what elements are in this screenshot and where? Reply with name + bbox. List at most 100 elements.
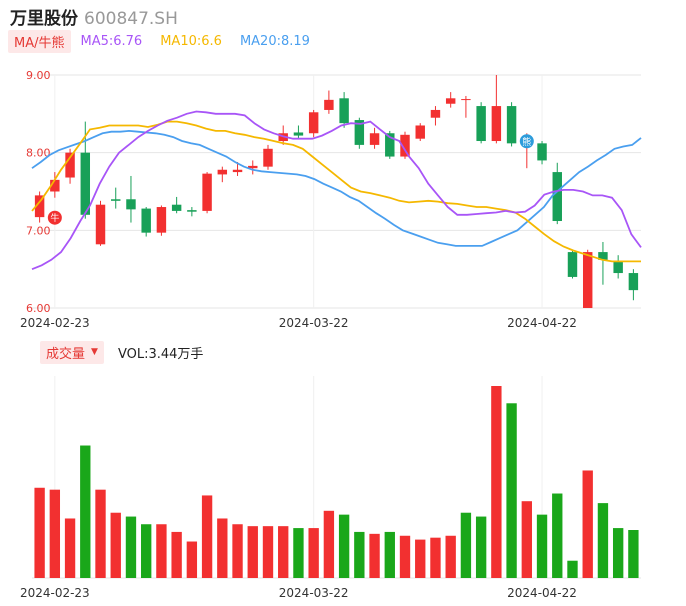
volume-bar-up (415, 539, 426, 578)
volume-bar-down (475, 516, 487, 578)
candle-down (187, 210, 197, 212)
candle-down (628, 273, 639, 291)
volume-bar-up (217, 518, 228, 578)
candle-up (400, 134, 410, 157)
candle-down (598, 252, 608, 260)
candle-down (171, 204, 182, 211)
candle-up (324, 99, 334, 110)
candle-down (339, 98, 349, 124)
chart-header: 万里股份 600847.SH (10, 4, 178, 29)
volume-bar-up (369, 533, 380, 578)
candle-down (613, 261, 623, 274)
volume-bar-down (354, 531, 365, 578)
stock-name: 万里股份 (10, 9, 78, 29)
volume-bar-down (460, 512, 472, 578)
price-date-label: 2024-02-23 (20, 316, 90, 330)
ma10-legend-label: MA10:6.6 (160, 33, 222, 49)
candle-down (385, 133, 395, 157)
volume-tag-label: 成交量 (46, 346, 86, 362)
bear-marker-icon (519, 134, 534, 149)
volume-bar-up (323, 510, 335, 578)
volume-bar-down (567, 560, 578, 578)
price-axis-tick-label: 7.00 (26, 224, 51, 237)
candle-up (202, 173, 212, 211)
volume-date-label: 2024-03-22 (279, 586, 349, 600)
candle-up (308, 112, 319, 134)
volume-bar-up (582, 470, 593, 578)
volume-bar-up (278, 526, 289, 578)
candle-up (34, 195, 45, 218)
candle-down (506, 106, 517, 144)
volume-bar-up (491, 386, 502, 578)
candle-down (126, 199, 136, 210)
price-axis-tick-label: 8.00 (26, 147, 51, 160)
volume-bar-up (49, 489, 61, 578)
price-axis-tick-label: 9.00 (26, 69, 51, 82)
stock-code: 600847.SH (84, 9, 178, 29)
volume-bar-down (125, 516, 137, 578)
candle-down (537, 143, 547, 161)
volume-bar-up (445, 535, 456, 578)
volume-bar-down (506, 403, 517, 578)
volume-bar-down (628, 530, 639, 578)
candle-up (445, 98, 456, 104)
volume-bar-up (201, 495, 213, 578)
volume-bar-up (399, 535, 411, 578)
volume-bar-down (293, 528, 304, 578)
candle-up (217, 169, 228, 175)
candle-up (95, 204, 106, 245)
candle-up (461, 99, 471, 101)
ma20-legend-label: MA20:8.19 (239, 33, 310, 49)
volume-bar-down (552, 493, 563, 578)
bear-marker-glyph: 熊 (522, 136, 531, 148)
bull-marker-icon (47, 210, 62, 225)
candle-up (369, 133, 380, 145)
ma5-line (31, 110, 642, 271)
volume-bar-up (171, 531, 182, 578)
volume-bar-up (521, 501, 532, 578)
volume-bar-up (308, 528, 319, 578)
candle-up (50, 179, 60, 192)
price-date-label: 2024-03-22 (279, 316, 349, 330)
volume-bar-down (384, 531, 395, 578)
price-date-label: 2024-04-22 (507, 316, 577, 330)
candle-down (476, 106, 486, 142)
volume-date-label: 2024-04-22 (507, 586, 577, 600)
candle-up (263, 148, 273, 167)
volume-bar-up (186, 541, 198, 578)
bull-marker-glyph: 牛 (50, 212, 59, 224)
candle-up (156, 207, 167, 233)
candle-down (293, 132, 304, 136)
volume-bar-up (262, 526, 274, 578)
ma10-line (31, 120, 641, 263)
volume-bar-down (80, 445, 91, 578)
caret-down-icon: ▼ (91, 347, 98, 357)
volume-bar-up (64, 518, 76, 578)
candle-down (567, 252, 578, 277)
candle-down (552, 172, 562, 222)
ma5-legend-label: MA5:6.76 (80, 33, 143, 49)
candle-down (141, 208, 151, 233)
candle-up (232, 169, 243, 173)
candle-up (582, 252, 593, 308)
volume-bar-up (110, 512, 121, 578)
volume-date-label: 2024-02-23 (20, 586, 90, 600)
volume-bar-down (141, 524, 152, 578)
candle-down (80, 152, 91, 215)
candle-up (430, 109, 441, 118)
volume-bar-down (338, 514, 350, 578)
volume-bar-up (430, 537, 441, 578)
volume-indicator-tag[interactable]: 成交量 ▼ (40, 340, 104, 364)
volume-bar-up (247, 526, 258, 578)
volume-value-label: VOL:3.44万手 (117, 346, 204, 362)
ma-legend: MA/牛熊 MA5:6.76 MA10:6.6 MA20:8.19 (8, 29, 310, 53)
candle-down (354, 120, 365, 145)
candle-up (415, 125, 425, 139)
volume-bar-up (156, 524, 167, 578)
ma20-line (31, 129, 642, 247)
volume-bar-up (34, 487, 45, 578)
ma-indicator-tag[interactable]: MA/牛熊 (8, 29, 71, 53)
volume-bar-up (95, 489, 106, 578)
volume-bar-down (536, 514, 548, 578)
